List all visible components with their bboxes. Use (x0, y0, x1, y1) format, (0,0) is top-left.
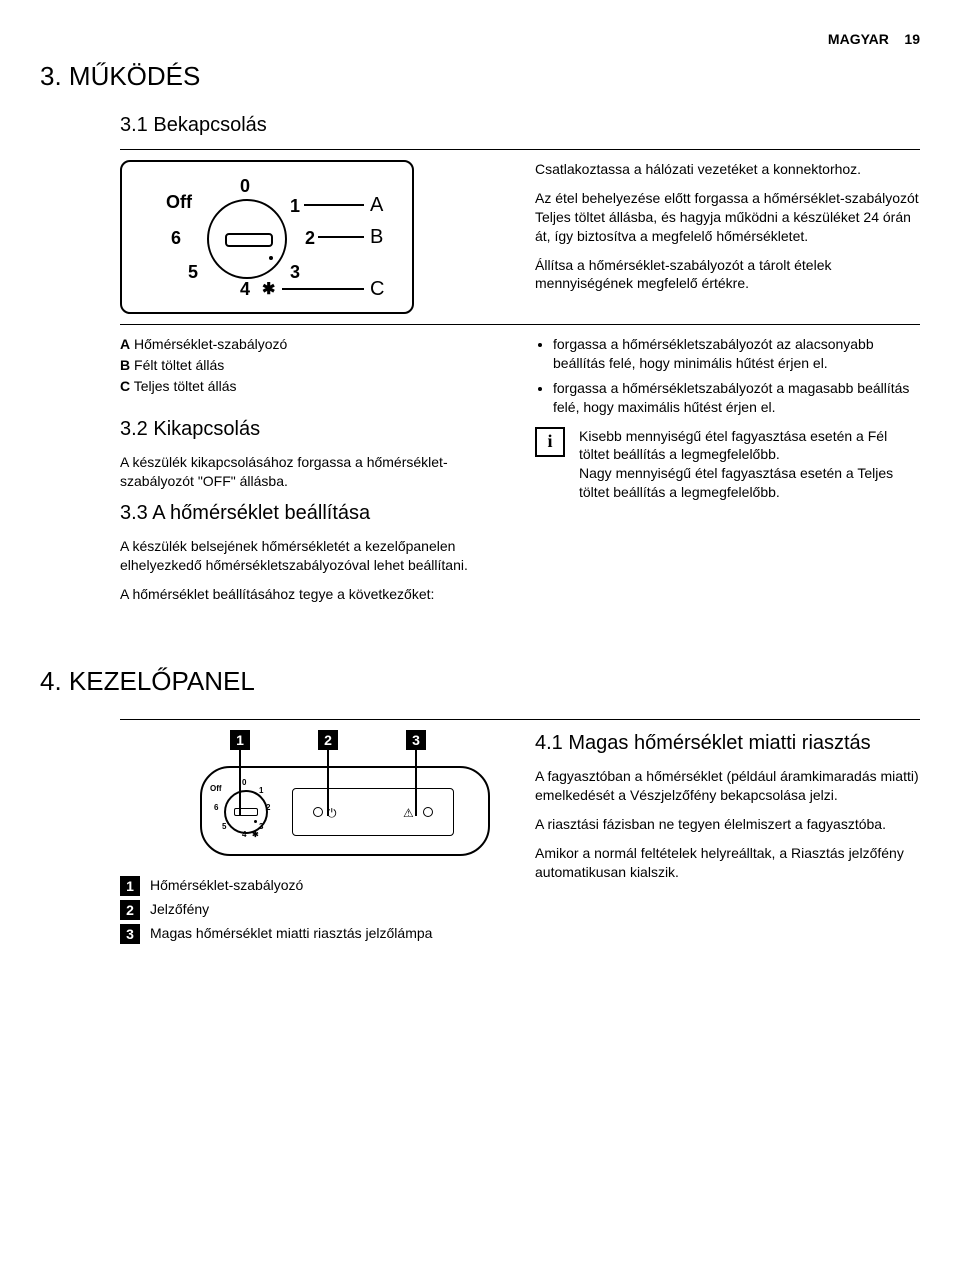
legend-sq-1: 1 (120, 876, 140, 896)
dial-legend: A Hőmérséklet-szabályozó B Félt töltet á… (120, 335, 505, 396)
dial-0: 0 (240, 174, 250, 198)
marker-3: 3 (406, 730, 426, 750)
section-3-title: 3. MŰKÖDÉS (40, 59, 920, 94)
led-2 (423, 807, 433, 817)
label-c: C (370, 276, 384, 303)
dial-5: 5 (188, 260, 198, 284)
legend-sq-2: 2 (120, 900, 140, 920)
led-1 (313, 807, 323, 817)
rule (120, 324, 920, 325)
control-panel-diagram: Off 0 1 2 3 4 5 6 ✱ ⏻ ⚠ (200, 766, 490, 856)
legend-a: Hőmérséklet-szabályozó (130, 336, 287, 352)
mini-1: 1 (259, 786, 263, 797)
s41-p1: A fagyasztóban a hőmérséklet (például ár… (535, 767, 920, 805)
legend-b-key: B (120, 357, 130, 373)
dial-3: 3 (290, 260, 300, 284)
dial-diagram: Off 0 1 2 3 4 5 6 ✱ A B C (120, 160, 414, 314)
warning-icon: ⚠ (403, 805, 414, 821)
legend-b: Félt töltet állás (130, 357, 224, 373)
legend-sq-3: 3 (120, 924, 140, 944)
mini-5: 5 (222, 822, 226, 833)
s33-bullets: forgassa a hőmérsékletszabályozót az ala… (535, 335, 920, 417)
panel-display: ⏻ ⚠ (292, 788, 454, 836)
dial-circle (207, 199, 287, 279)
dial-6: 6 (171, 226, 181, 250)
dial-knob (225, 233, 273, 247)
s33-p1: A készülék belsejének hőmérsékletét a ke… (120, 537, 505, 575)
label-a: A (370, 192, 383, 219)
dial-dot (269, 256, 273, 260)
info-text: Kisebb mennyiségű étel fagyasztása eseté… (579, 427, 920, 503)
info-icon: i (535, 427, 565, 457)
rule (120, 149, 920, 150)
s31-p3: Állítsa a hőmérséklet-szabályozót a táro… (535, 256, 920, 294)
leader-c (282, 288, 364, 290)
s33-b2: forgassa a hőmérsékletszabályozót a maga… (553, 379, 920, 417)
section-4-1-title: 4.1 Magas hőmérséklet miatti riasztás (535, 730, 920, 757)
legend-a-key: A (120, 336, 130, 352)
mini-4: 4 (242, 830, 246, 841)
dial-2: 2 (305, 226, 315, 250)
section-3-1-title: 3.1 Bekapcsolás (120, 112, 920, 139)
marker-1: 1 (230, 730, 250, 750)
leader-b (318, 236, 364, 238)
legend-c-key: C (120, 378, 130, 394)
s33-b1: forgassa a hőmérsékletszabályozót az ala… (553, 335, 920, 373)
panel-markers: 1 2 3 (200, 730, 490, 766)
marker-2: 2 (318, 730, 338, 750)
page-header: MAGYAR 19 (40, 30, 920, 49)
section-3-3-title: 3.3 A hőmérséklet beállítása (120, 500, 505, 527)
rule (120, 719, 920, 720)
mini-3: 3 (259, 822, 263, 833)
mini-0: 0 (242, 778, 246, 789)
legend-c: Teljes töltet állás (130, 378, 236, 394)
s33-p2: A hőmérséklet beállításához tegye a köve… (120, 585, 505, 604)
snowflake-icon: ✱ (262, 279, 275, 301)
leader-a (304, 204, 364, 206)
mini-2: 2 (266, 803, 270, 814)
s41-p2: A riasztási fázisban ne tegyen élelmisze… (535, 815, 920, 834)
s41-p3: Amikor a normál feltételek helyreálltak,… (535, 844, 920, 882)
mini-6: 6 (214, 803, 218, 814)
label-b: B (370, 224, 383, 251)
s31-p2: Az étel behelyezése előtt forgassa a hőm… (535, 189, 920, 246)
info-note: i Kisebb mennyiségű étel fagyasztása ese… (535, 427, 920, 503)
panel-legend: 1 Hőmérséklet-szabályozó 2 Jelzőfény 3 M… (120, 876, 505, 944)
dial-1: 1 (290, 194, 300, 218)
lang: MAGYAR (828, 31, 889, 47)
s32-p: A készülék kikapcsolásához forgassa a hő… (120, 453, 505, 491)
mini-knob (234, 808, 258, 816)
legend-2: Jelzőfény (150, 900, 209, 919)
dial-off: Off (166, 190, 192, 214)
legend-1: Hőmérséklet-szabályozó (150, 876, 303, 895)
dial-4: 4 (240, 277, 250, 301)
legend-3: Magas hőmérséklet miatti riasztás jelzől… (150, 924, 432, 943)
power-icon: ⏻ (327, 805, 337, 821)
section-3-2-title: 3.2 Kikapcsolás (120, 416, 505, 443)
section-4-title: 4. KEZELŐPANEL (40, 664, 920, 699)
mini-off: Off (210, 784, 222, 795)
mini-snowflake-icon: ✱ (252, 830, 259, 841)
s31-p1: Csatlakoztassa a hálózati vezetéket a ko… (535, 160, 920, 179)
page-num: 19 (904, 31, 920, 47)
